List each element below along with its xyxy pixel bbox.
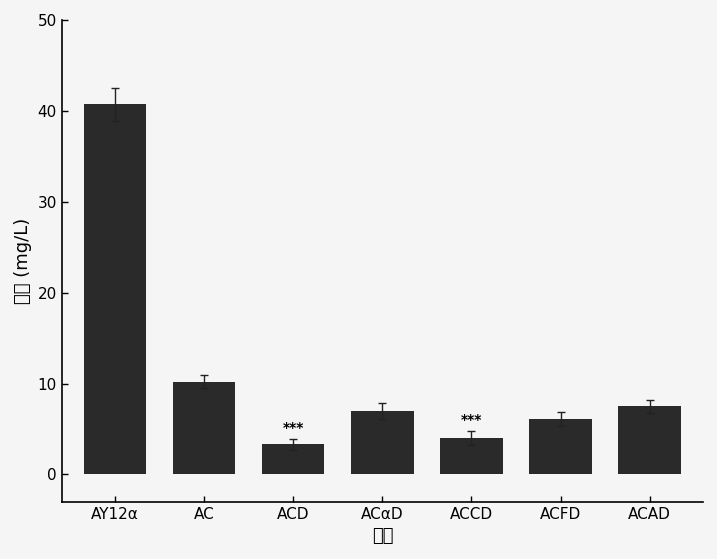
Bar [619,406,681,475]
Text: ***: *** [461,413,482,427]
Bar [262,444,325,475]
X-axis label: 菌株: 菌株 [371,527,393,545]
Bar [529,419,592,475]
Bar [351,411,414,475]
Bar [84,105,146,475]
Y-axis label: 尿素 (mg/L): 尿素 (mg/L) [14,217,32,304]
Bar [440,438,503,475]
Text: ***: *** [282,421,304,435]
Bar [173,382,235,475]
